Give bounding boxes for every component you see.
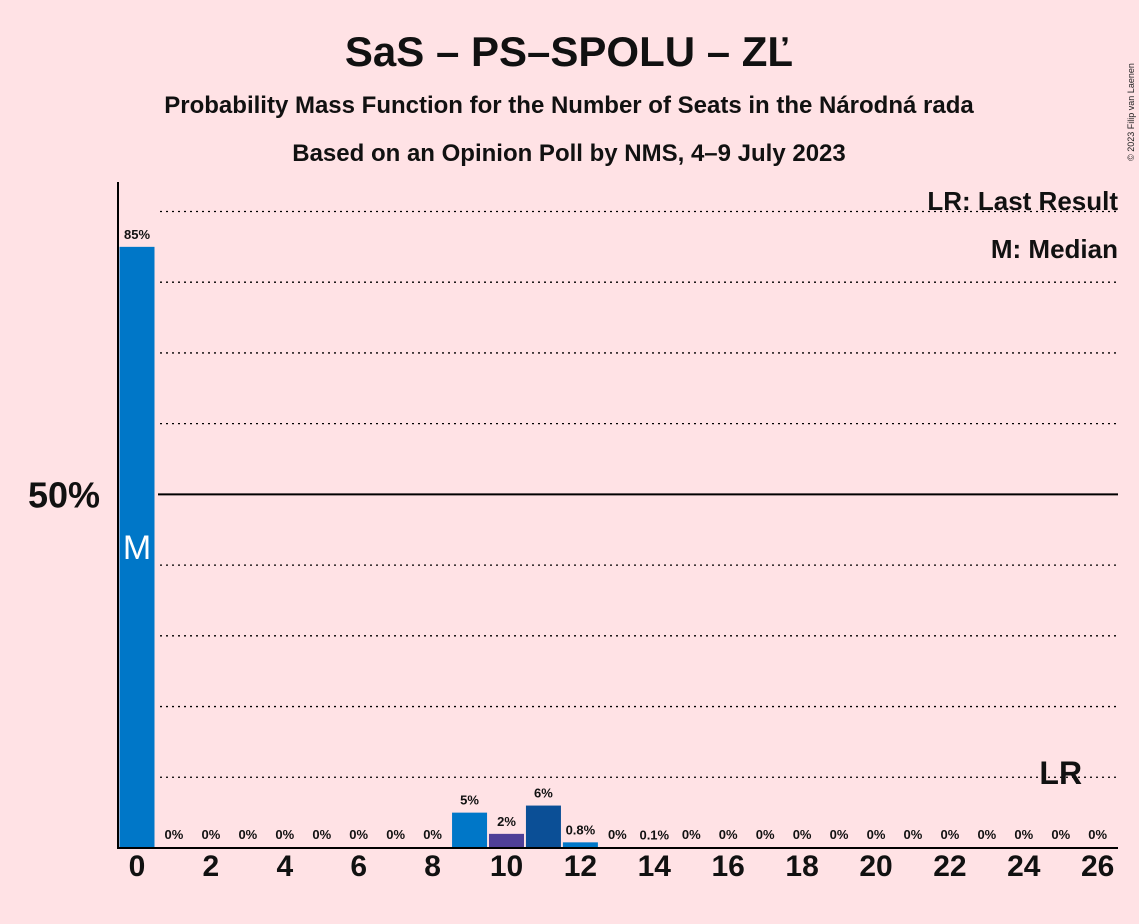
gridlines (160, 210, 1118, 778)
bar-label-20: 0% (867, 827, 886, 842)
bar-label-26: 0% (1088, 827, 1107, 842)
x-tick-6: 6 (350, 850, 367, 883)
bar-label-25: 0% (1051, 827, 1070, 842)
x-tick-18: 18 (785, 850, 818, 883)
bar-label-13: 0% (608, 827, 627, 842)
bar-label-8: 0% (423, 827, 442, 842)
x-tick-4: 4 (276, 850, 293, 883)
bar-label-7: 0% (386, 827, 405, 842)
bar-label-16: 0% (719, 827, 738, 842)
bar-label-6: 0% (349, 827, 368, 842)
x-tick-26: 26 (1081, 850, 1114, 883)
bar-label-0: 85% (124, 227, 150, 242)
y-tick-50: 50% (28, 474, 100, 515)
x-tick-10: 10 (490, 850, 523, 883)
bar-11 (525, 805, 561, 848)
x-tick-12: 12 (564, 850, 597, 883)
x-tick-8: 8 (424, 850, 441, 883)
bar-label-14: 0.1% (639, 827, 669, 842)
bar-labels-group: 85% 0% 0% 0% 0% 0% 0% 0% 0% 5% 2% 6% 0.8% 0% 0.1% 0% 0% 0… (124, 227, 1108, 842)
x-tick-24: 24 (1007, 850, 1041, 883)
bar-label-12: 0.8% (566, 822, 596, 837)
chart-source: Based on an Opinion Poll by NMS, 4–9 Jul… (292, 140, 846, 167)
x-tick-0: 0 (129, 850, 146, 883)
bar-label-23: 0% (977, 827, 996, 842)
bar-label-22: 0% (941, 827, 960, 842)
bar-label-11: 6% (534, 786, 553, 801)
bar-label-21: 0% (904, 827, 923, 842)
x-tick-20: 20 (859, 850, 892, 883)
last-result-marker: LR (1039, 755, 1082, 791)
chart-title: SaS – PS–SPOLU – ZĽ (345, 28, 793, 75)
x-ticks-group: 0 2 4 6 8 10 12 14 16 18 20 22 24 26 (129, 850, 1115, 883)
bar-label-4: 0% (275, 827, 294, 842)
x-tick-2: 2 (203, 850, 220, 883)
x-tick-14: 14 (638, 850, 672, 883)
bars-group (119, 246, 672, 848)
bar-label-24: 0% (1014, 827, 1033, 842)
bar-label-18: 0% (793, 827, 812, 842)
x-tick-22: 22 (933, 850, 966, 883)
copyright-text: © 2023 Filip van Laenen (1126, 63, 1136, 161)
bar-10 (489, 833, 524, 848)
chart-subtitle: Probability Mass Function for the Number… (164, 92, 974, 119)
bar-9 (452, 812, 488, 848)
bar-label-3: 0% (238, 827, 257, 842)
bar-label-2: 0% (202, 827, 221, 842)
bar-label-10: 2% (497, 814, 516, 829)
bar-label-19: 0% (830, 827, 849, 842)
bar-label-5: 0% (312, 827, 331, 842)
bar-label-1: 0% (165, 827, 184, 842)
bar-label-15: 0% (682, 827, 701, 842)
median-marker: M (123, 529, 151, 567)
legend-last-result: LR: Last Result (927, 186, 1118, 216)
bar-label-9: 5% (460, 793, 479, 808)
x-tick-16: 16 (712, 850, 745, 883)
bar-label-17: 0% (756, 827, 775, 842)
bar-12 (562, 842, 598, 848)
bar-0 (119, 246, 155, 848)
legend-median: M: Median (991, 234, 1118, 264)
